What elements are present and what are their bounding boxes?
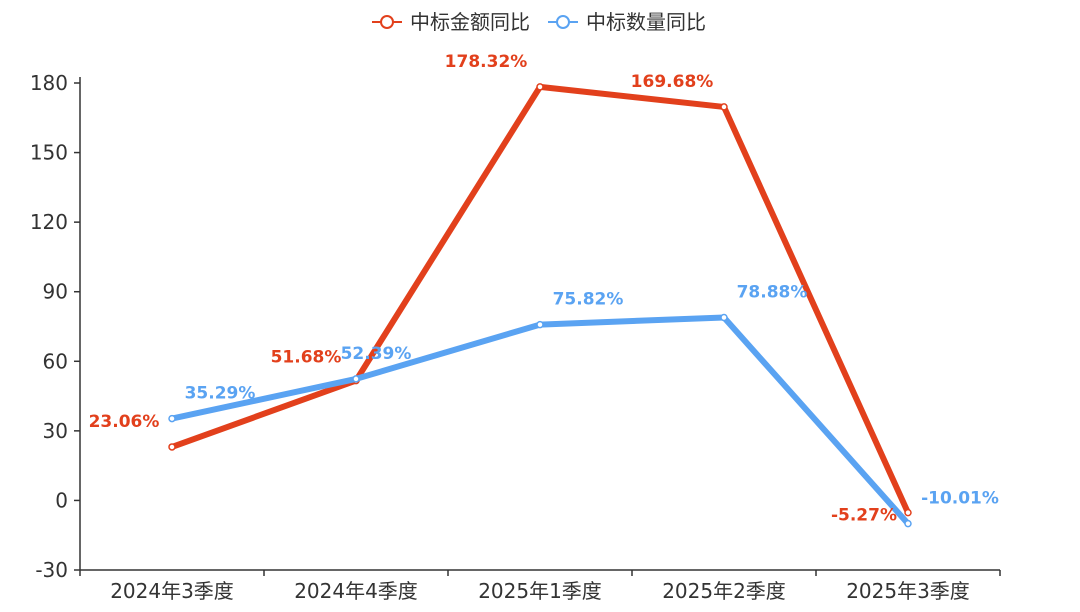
series-layer	[168, 83, 912, 528]
y-tick-label: 60	[43, 349, 68, 373]
data-label: -10.01%	[921, 489, 999, 509]
legend-marker-icon	[556, 15, 570, 29]
data-label: 23.06%	[89, 412, 160, 432]
data-label: 51.68%	[271, 348, 342, 368]
legend-marker-icon	[380, 15, 394, 29]
series-1-point	[168, 443, 176, 451]
y-tick-label: 180	[30, 71, 68, 95]
series-2-point	[536, 320, 544, 329]
data-label: 169.68%	[631, 72, 714, 92]
data-label: 78.88%	[737, 283, 808, 303]
y-tick-label: 0	[55, 488, 68, 512]
x-tick-label: 2025年3季度	[846, 579, 970, 603]
legend-label: 中标数量同比	[586, 10, 706, 34]
x-tick-label: 2024年3季度	[110, 579, 234, 603]
x-tick-label: 2024年4季度	[294, 579, 418, 603]
axes: -30 0 30 60 90 120 150 180 2024年3季度 2024年4季度 2025年…	[30, 71, 1001, 603]
series-2-point	[720, 313, 728, 322]
data-labels-layer: 23.06% 51.68% 178.32% 169.68% -5.27% 35.29% 52…	[89, 52, 999, 526]
series-1-point	[536, 83, 544, 91]
data-label: 75.82%	[553, 290, 624, 310]
series-2-point	[904, 519, 912, 528]
legend-label: 中标金额同比	[410, 10, 530, 34]
data-label: 35.29%	[185, 384, 256, 404]
y-tick-label: 30	[43, 419, 68, 443]
series-1-point	[720, 103, 728, 111]
x-tick-label: 2025年1季度	[478, 579, 602, 603]
y-tick-label: 90	[43, 280, 68, 304]
y-tick-label: 120	[30, 210, 68, 234]
y-tick-label: -30	[35, 558, 68, 582]
data-label: -5.27%	[831, 506, 897, 526]
legend: 中标金额同比 中标数量同比	[372, 10, 706, 34]
y-tick-label: 150	[30, 141, 68, 165]
series-2-point	[168, 414, 176, 423]
x-tick-label: 2025年2季度	[662, 579, 786, 603]
series-1-point	[904, 508, 912, 517]
data-label: 178.32%	[445, 52, 528, 72]
series-2-point	[352, 375, 360, 383]
data-label: 52.39%	[341, 344, 412, 364]
